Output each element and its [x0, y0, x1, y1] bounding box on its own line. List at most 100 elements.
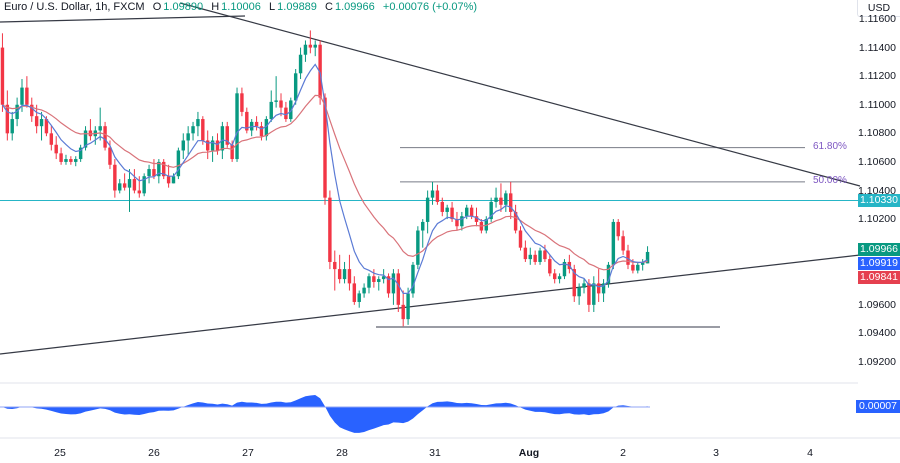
candle-body — [509, 193, 513, 212]
price-tick: 1.10800 — [858, 127, 896, 140]
candle-body — [264, 119, 269, 137]
candle-body — [10, 119, 14, 134]
candle-body — [328, 197, 332, 262]
price-tick: 1.09200 — [858, 356, 896, 368]
last-price-tag: 1.09966 — [858, 243, 900, 256]
candle-body — [25, 87, 29, 105]
candle-body — [210, 140, 215, 151]
time-tick: 26 — [148, 447, 160, 459]
candle-body — [152, 169, 156, 177]
ma-fast-line — [1, 63, 648, 294]
candle-body — [318, 44, 322, 98]
candle-body — [494, 197, 498, 202]
candle-body — [240, 93, 244, 112]
candle-body — [577, 287, 581, 297]
price-tick: 1.11400 — [858, 41, 896, 54]
candle-body — [425, 197, 430, 222]
candle-body — [430, 190, 435, 198]
time-tick: 27 — [242, 447, 254, 459]
candle-body — [411, 264, 415, 294]
hline-price-tag: 1.10330 — [858, 194, 900, 207]
price-tick: 1.11200 — [858, 70, 896, 83]
candle-body — [289, 100, 293, 120]
candle-body — [513, 211, 518, 231]
candle-body — [176, 150, 181, 177]
candle-body — [64, 159, 68, 162]
price-tick: 1.11000 — [858, 98, 896, 111]
candle-body — [186, 133, 190, 141]
price-tick: 1.09600 — [858, 298, 896, 311]
candle-body — [523, 247, 528, 260]
price-tick: 1.11600 — [858, 13, 896, 25]
time-tick: 28 — [336, 447, 348, 459]
candle-body — [274, 100, 278, 102]
fib-level-label: 61.80% — [813, 140, 847, 152]
high-value: 1.10006 — [221, 1, 261, 13]
candle-body — [347, 269, 352, 284]
candle-body — [171, 176, 176, 184]
candle-body — [157, 161, 161, 177]
candle-body — [122, 183, 127, 188]
fib-level-label: 50.00% — [813, 174, 847, 186]
candle-body — [259, 126, 264, 137]
low-label: L — [269, 1, 276, 13]
candle-body — [337, 269, 342, 280]
price-tick: 1.10400 — [858, 184, 896, 197]
candle-body — [616, 221, 620, 237]
time-tick: 25 — [54, 447, 66, 459]
candle-body — [98, 126, 102, 131]
candle-body — [645, 251, 650, 264]
symbol-name: Euro / U.S. Dollar, 1h, FXCM — [4, 1, 145, 13]
candle-body — [518, 230, 523, 248]
candle-body — [230, 144, 234, 160]
candle-body — [191, 126, 195, 134]
candle-body — [103, 126, 107, 148]
trendline-ascending — [0, 254, 861, 355]
open-label: O — [152, 1, 162, 13]
candle-body — [421, 221, 425, 231]
candle-body — [489, 201, 493, 220]
close-label: C — [325, 1, 333, 13]
candle-body — [562, 261, 567, 277]
candle-body — [587, 283, 591, 305]
candle-body — [557, 276, 562, 280]
candle-body — [83, 130, 88, 148]
ma-slow-price-tag: 1.09841 — [858, 271, 900, 284]
candle-body — [181, 140, 185, 151]
price-tick: 1.10600 — [858, 155, 896, 168]
candle-body — [592, 283, 596, 305]
candle-body — [298, 54, 303, 74]
candle-body — [391, 273, 396, 294]
candle-body — [469, 207, 474, 217]
candle-body — [293, 73, 298, 101]
candle-body — [445, 207, 449, 212]
candle-body — [528, 254, 532, 260]
candle-body — [416, 230, 420, 265]
candle-body — [474, 216, 479, 222]
candle-body — [127, 179, 132, 188]
candle-body — [20, 87, 24, 105]
candle-body — [245, 111, 249, 131]
candle-body — [352, 283, 357, 302]
currency-button[interactable]: USD — [857, 0, 900, 17]
candle-body — [572, 269, 576, 297]
change-value: +0.00076 (+0.07%) — [382, 1, 478, 13]
candle-body — [538, 250, 542, 262]
candle-body — [142, 176, 146, 194]
candle-body — [460, 216, 464, 227]
candle-body — [284, 107, 288, 120]
candle-body — [279, 100, 283, 108]
candle-body — [435, 190, 440, 202]
candle-body — [201, 119, 205, 141]
candle-body — [313, 44, 317, 48]
candle-body — [406, 293, 410, 320]
candle-body — [640, 261, 645, 265]
candle-body — [582, 283, 586, 288]
candle-body — [455, 219, 459, 227]
time-tick: Aug — [518, 447, 540, 459]
oscillator-area — [2, 395, 648, 433]
candle-body — [440, 201, 445, 212]
candle-body — [499, 197, 503, 205]
